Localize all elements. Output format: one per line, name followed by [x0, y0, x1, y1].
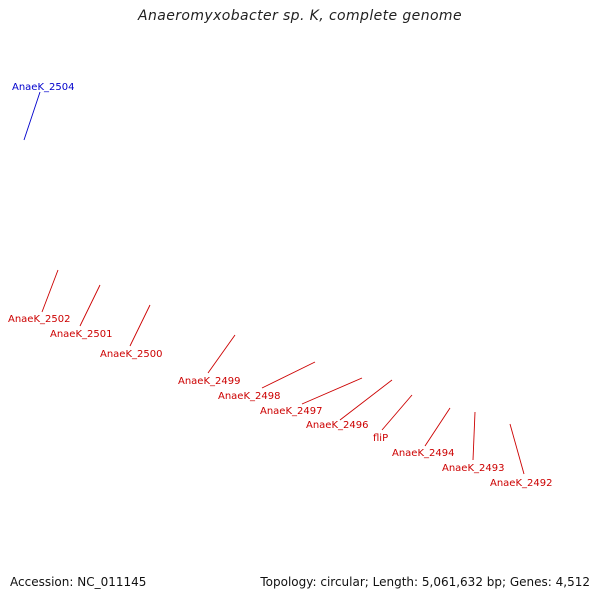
leader-line	[381, 394, 413, 431]
gene-label: AnaeK_2501	[50, 329, 112, 340]
leader-line	[509, 423, 525, 475]
leader-line	[424, 407, 451, 447]
leader-line	[472, 411, 476, 461]
gene-label: AnaeK_2499	[178, 376, 240, 387]
gene-label: AnaeK_2492	[490, 478, 552, 489]
leader-line	[79, 284, 101, 327]
gene-label: AnaeK_2493	[442, 463, 504, 474]
map-title: Anaeromyxobacter sp. K, complete genome	[137, 8, 462, 24]
gene-label: AnaeK_2498	[218, 391, 280, 402]
gene-label: AnaeK_2496	[306, 420, 368, 431]
leader-line	[41, 269, 59, 313]
gene-label: fliP	[373, 433, 388, 444]
leader-line	[301, 377, 363, 405]
leader-line	[339, 379, 393, 421]
gene-label: AnaeK_2502	[8, 314, 70, 325]
genome-summary-text: Topology: circular; Length: 5,061,632 bp…	[260, 575, 590, 589]
gene-label: AnaeK_2494	[392, 448, 454, 459]
gene-label: AnaeK_2500	[100, 349, 162, 360]
gene-label: AnaeK_2497	[260, 406, 322, 417]
leader-line	[261, 361, 316, 389]
leader-line	[23, 91, 41, 141]
accession-text: Accession: NC_011145	[10, 575, 147, 589]
gene-label: AnaeK_2504	[12, 82, 74, 93]
leader-line	[207, 334, 236, 374]
leader-line	[129, 304, 151, 347]
